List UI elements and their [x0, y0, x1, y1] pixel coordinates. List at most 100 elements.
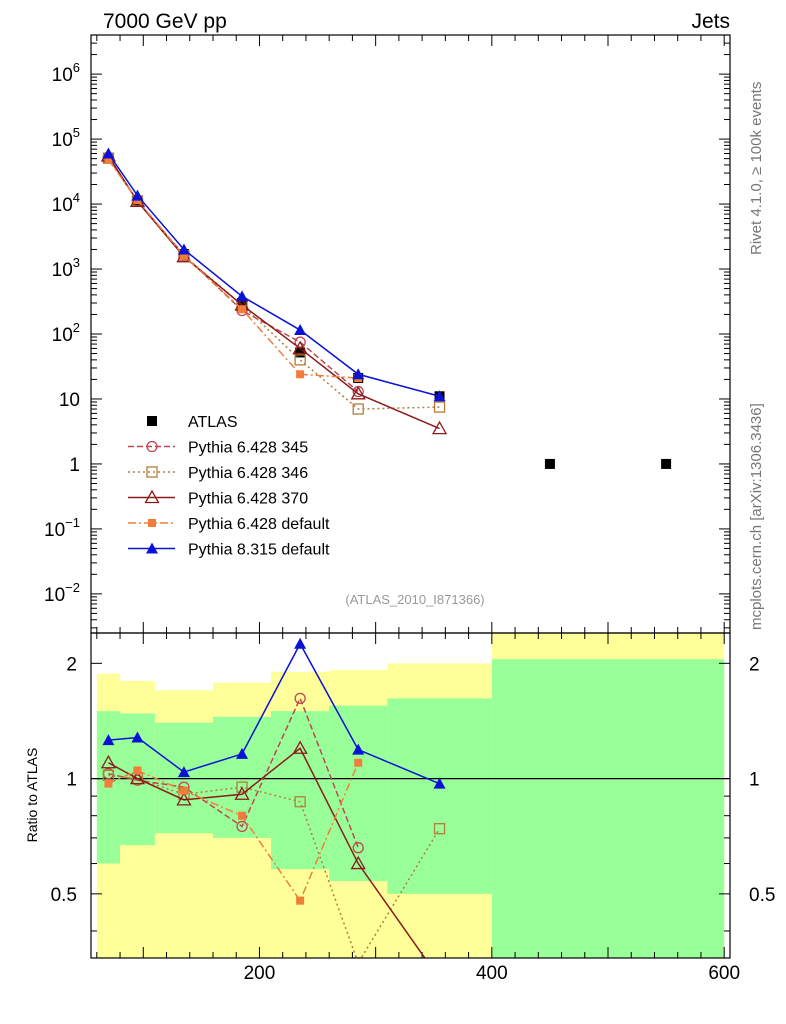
legend-swatch-marker: [144, 489, 160, 504]
main-point-pythia-8-315-default: [177, 243, 190, 255]
ratio-point-pythia-8-315-default: [177, 766, 190, 778]
ratio-point-pythia-6-428-370: [100, 754, 117, 769]
main-line-pythia-6-428-370: [107, 155, 440, 430]
ratio-point-pythia-6-428-346: [352, 957, 364, 958]
x-tick-labels: 200 400 600: [244, 963, 740, 984]
ratio-point-pythia-6-428-370: [234, 786, 250, 800]
ratio-point-pythia-6-428-345: [352, 842, 364, 854]
header-left-label: 7000 GeV pp: [103, 10, 227, 33]
main-y-tick-label: 10: [59, 390, 80, 411]
ratio-uncertainty-bands: [96, 633, 725, 958]
legend-item-pythia-6-428-345: Pythia 6.428 345: [128, 440, 308, 457]
main-point-pythia-8-315-default: [433, 390, 446, 402]
ratio-y-tick-label: 0.5: [51, 885, 77, 906]
legend-swatch-marker: [146, 440, 158, 453]
main-point-atlas: [661, 458, 672, 469]
band-inner-4: [271, 711, 330, 870]
ratio-y-tick-label-right: 0.5: [749, 885, 775, 906]
ratio-point-pythia-8-315-default: [433, 777, 446, 789]
main-series-pythia-6-428-370: [100, 148, 448, 435]
ratio-y-tick-labels: 0.5 0.5 1 1 2 2: [51, 654, 776, 906]
legend-swatch-marker: [146, 466, 158, 478]
ratio-point-pythia-8-315-default: [352, 743, 365, 755]
ratio-y-tick-label-right: 2: [749, 654, 760, 675]
legend-label: Pythia 6.428 default: [188, 516, 330, 533]
mcplots-reference-label: mcplots.cern.ch [arXiv:1306.3436]: [748, 403, 765, 630]
main-point-pythia-8-315-default: [131, 189, 144, 201]
main-point-pythia-6-428-default: [179, 251, 188, 260]
main-series-pythia-6-428-345: [102, 151, 364, 398]
ratio-point-pythia-8-315-default: [102, 734, 115, 746]
legend-label: Pythia 6.428 345: [188, 440, 308, 457]
main-axis-ticks: [91, 34, 730, 633]
ratio-point-pythia-6-428-346: [433, 823, 446, 835]
x-tick-label: 400: [476, 963, 508, 984]
ratio-point-pythia-6-428-default: [238, 811, 247, 820]
band-inner-6: [387, 698, 492, 894]
ratio-point-pythia-8-315-default: [131, 731, 144, 743]
ratio-axis-ticks: [91, 633, 730, 958]
ratio-point-pythia-6-428-default: [296, 896, 305, 905]
main-series-pythia-8-315-default: [102, 147, 446, 402]
main-series-group: [100, 147, 672, 469]
band-inner-2: [154, 722, 213, 834]
ratio-y-tick-label: 2: [66, 654, 77, 675]
header-right-label: Jets: [691, 10, 730, 33]
ratio-point-pythia-6-428-370: [350, 855, 366, 870]
ratio-point-pythia-8-315-default: [236, 747, 249, 759]
main-series-pythia-6-428-346: [102, 152, 446, 415]
x-tick-label: 600: [708, 963, 740, 984]
main-y-tick-label: 10−2: [44, 580, 80, 606]
legend-item-atlas: ATLAS: [147, 414, 238, 431]
ratio-point-pythia-6-428-370: [129, 770, 146, 785]
legend: ATLAS Pythia 6.428 345 Pythia 6.428 346 Pyt…: [128, 414, 330, 559]
ratio-point-pythia-6-428-default: [354, 758, 363, 767]
ratio-point-pythia-6-428-370: [433, 972, 446, 984]
main-y-tick-label: 106: [52, 60, 80, 86]
main-point-pythia-6-428-346: [294, 354, 306, 366]
main-point-pythia-6-428-370: [292, 340, 308, 355]
legend-label: Pythia 8.315 default: [188, 542, 330, 559]
ratio-plot-frame: [90, 632, 731, 959]
ratio-point-pythia-6-428-default: [104, 779, 113, 788]
ratio-point-pythia-8-315-default: [294, 637, 307, 649]
ratio-point-pythia-6-428-370: [292, 740, 308, 754]
ratio-line-pythia-6-428-345: [108, 696, 359, 848]
main-y-tick-label: 10−1: [44, 515, 80, 541]
ratio-point-pythia-6-428-345: [236, 820, 248, 833]
legend-swatch-marker: [146, 542, 158, 554]
main-point-pythia-6-428-346: [433, 401, 446, 413]
main-point-pythia-6-428-346: [352, 403, 364, 415]
ratio-point-pythia-6-428-default: [133, 766, 142, 775]
legend-label: Pythia 6.428 370: [188, 491, 308, 508]
ratio-series-pythia-8-315-default: [102, 637, 446, 789]
main-line-pythia-6-428-346: [107, 157, 440, 410]
main-point-atlas: [237, 298, 248, 309]
ratio-y-axis-label: Ratio to ATLAS: [24, 748, 40, 843]
ratio-line-pythia-6-428-370: [108, 747, 426, 958]
band-inner-5: [329, 705, 388, 882]
main-point-pythia-6-428-370: [350, 386, 366, 400]
ratio-y-tick-label-right: 1: [749, 770, 760, 791]
legend-label: Pythia 6.428 346: [188, 465, 308, 482]
main-point-pythia-6-428-370: [431, 420, 448, 435]
legend-item-pythia-6-428-370: Pythia 6.428 370: [128, 489, 308, 508]
main-line-pythia-6-428-345: [107, 157, 359, 393]
legend-item-pythia-6-428-346: Pythia 6.428 346: [128, 465, 308, 482]
ratio-series-pythia-6-428-370: [100, 740, 446, 984]
main-y-tick-label: 1: [69, 455, 80, 476]
x-tick-label: 200: [244, 963, 276, 984]
main-point-atlas: [295, 347, 306, 358]
main-point-pythia-6-428-345: [294, 336, 306, 348]
main-y-tick-labels: 10−2 10−1 1 10 102 103 104 105 106: [44, 60, 80, 606]
ratio-point-pythia-6-428-346: [294, 796, 306, 808]
main-point-pythia-8-315-default: [236, 290, 249, 302]
rivet-version-label: Rivet 4.1.0, ≥ 100k events: [748, 82, 765, 255]
main-point-pythia-6-428-default: [296, 370, 305, 379]
ratio-series-pythia-6-428-default: [104, 758, 363, 905]
legend-swatch-marker: [147, 416, 157, 426]
main-y-tick-label: 104: [52, 190, 80, 216]
main-line-pythia-6-428-default: [107, 159, 359, 379]
ratio-point-pythia-6-428-370: [176, 792, 192, 806]
